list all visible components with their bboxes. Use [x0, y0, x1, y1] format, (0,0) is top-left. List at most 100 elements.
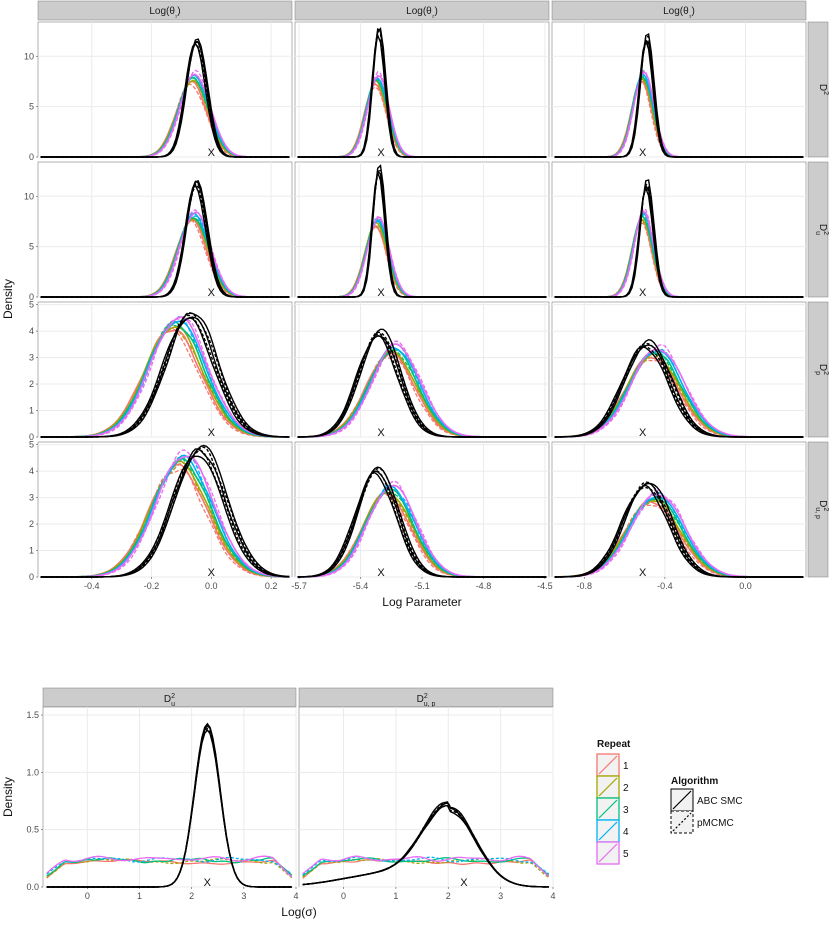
true-value-marker: X [377, 427, 385, 439]
x-tick-label: -5.1 [414, 581, 430, 591]
repeat-legend-label: 5 [623, 849, 629, 860]
row-strip [807, 161, 829, 298]
repeat-legend-swatch [598, 799, 618, 819]
panel-background [37, 21, 293, 158]
facet-panel [37, 441, 293, 578]
y-tick-label: 1 [29, 546, 34, 556]
facet-panel [294, 301, 550, 438]
x-tick-label: 0 [85, 891, 90, 901]
x-tick-label: 1 [393, 891, 398, 901]
y-tick-label: 3 [29, 493, 34, 503]
true-value-marker: X [639, 147, 647, 159]
abc-smc-density-line [554, 482, 804, 578]
abc-smc-density-line [302, 801, 549, 888]
abc-smc-density-line [297, 26, 547, 158]
panel-background [298, 706, 554, 888]
true-value-marker: X [377, 147, 385, 159]
panel-background [37, 441, 293, 578]
facet-panel [37, 161, 293, 298]
row-strip-label: D2p [814, 364, 829, 375]
y-tick-label: 4 [29, 326, 34, 336]
panel-strip-label: D2 u [164, 693, 175, 708]
row-strip-label: D2u, p [814, 500, 829, 519]
algorithm-legend-swatch [672, 790, 692, 810]
x-tick-label: -5.7 [291, 581, 307, 591]
facet-panel [551, 301, 807, 438]
row-strip [807, 21, 829, 158]
x-axis-title-bottom: Log(σ) [281, 905, 316, 919]
repeat-legend-swatch [598, 755, 618, 775]
x-tick-label: 0.2 [265, 581, 278, 591]
y-tick-label: 5 [29, 440, 34, 450]
row-strip [807, 301, 829, 438]
true-value-marker: X [204, 877, 212, 889]
abc-smc-density-line [297, 466, 547, 578]
x-tick-label: -5.4 [353, 581, 369, 591]
abc-smc-density-line [40, 312, 290, 438]
y-axis-title-top: Density [1, 279, 15, 319]
y-tick-label: 1 [29, 406, 34, 416]
x-axis-title-top: Log Parameter [382, 595, 461, 609]
column-strip [294, 0, 550, 21]
facet-panel [294, 441, 550, 578]
x-tick-label: 4 [550, 891, 555, 901]
panel-background [551, 441, 807, 578]
y-tick-label: 0.0 [26, 882, 39, 892]
repeat-legend-label: 1 [623, 761, 629, 772]
x-tick-label: 3 [241, 891, 246, 901]
x-tick-label: 4 [293, 891, 298, 901]
facet-panel [551, 21, 807, 158]
column-strip-label: Log(θ₃) [663, 6, 695, 19]
row-strip-label: D2u [814, 224, 829, 235]
column-strip [551, 0, 807, 21]
algorithm-legend-swatch [672, 812, 692, 832]
y-tick-label: 3 [29, 353, 34, 363]
x-tick-label: -4.8 [476, 581, 492, 591]
x-tick-label: 3 [498, 891, 503, 901]
x-tick-label: 0.0 [739, 581, 752, 591]
pmcmc-density-line [40, 468, 290, 578]
y-tick-label: 5 [29, 242, 34, 252]
y-tick-label: 1.5 [26, 710, 39, 720]
abc-smc-density-line [297, 164, 547, 298]
x-tick-label: 2 [189, 891, 194, 901]
row-strip [807, 441, 829, 578]
column-strip [37, 0, 293, 21]
y-tick-label: 1.0 [26, 767, 39, 777]
true-value-marker: X [208, 147, 216, 159]
x-tick-label: 1 [137, 891, 142, 901]
abc-smc-density-line [46, 722, 292, 888]
true-value-marker: X [377, 567, 385, 579]
repeat-legend-title: Repeat [597, 739, 631, 750]
facet-panel [37, 301, 293, 438]
column-strip-label: Log(θ₂) [406, 6, 438, 19]
abc-smc-density-line [297, 467, 547, 578]
x-tick-label: -4.5 [537, 581, 553, 591]
abc-smc-density-line [40, 444, 290, 578]
x-tick-label: -0.4 [657, 581, 673, 591]
x-tick-label: 0 [341, 891, 346, 901]
repeat-density-line [302, 855, 550, 878]
x-tick-label: 0.0 [205, 581, 218, 591]
abc-smc-density-line [554, 338, 804, 438]
algorithm-legend-label: ABC SMC [697, 796, 743, 807]
abc-smc-density-line [554, 344, 804, 438]
x-tick-label: -0.2 [144, 581, 160, 591]
abc-smc-density-line [40, 180, 290, 298]
facet-panel [551, 441, 807, 578]
y-tick-label: 0 [29, 292, 34, 302]
true-value-marker: X [460, 877, 468, 889]
true-value-marker: X [208, 287, 216, 299]
panel-background [37, 161, 293, 298]
y-tick-label: 0 [29, 152, 34, 162]
true-value-marker: X [208, 567, 216, 579]
repeat-legend-swatch [598, 843, 618, 863]
y-tick-label: 10 [24, 191, 34, 201]
panel-background [551, 301, 807, 438]
algorithm-legend-label: pMCMC [697, 818, 734, 829]
facet-panel [551, 161, 807, 298]
abc-smc-density-line [297, 328, 547, 438]
sigma-panel [298, 706, 554, 888]
abc-smc-density-line [554, 32, 804, 158]
facet-panel [294, 21, 550, 158]
